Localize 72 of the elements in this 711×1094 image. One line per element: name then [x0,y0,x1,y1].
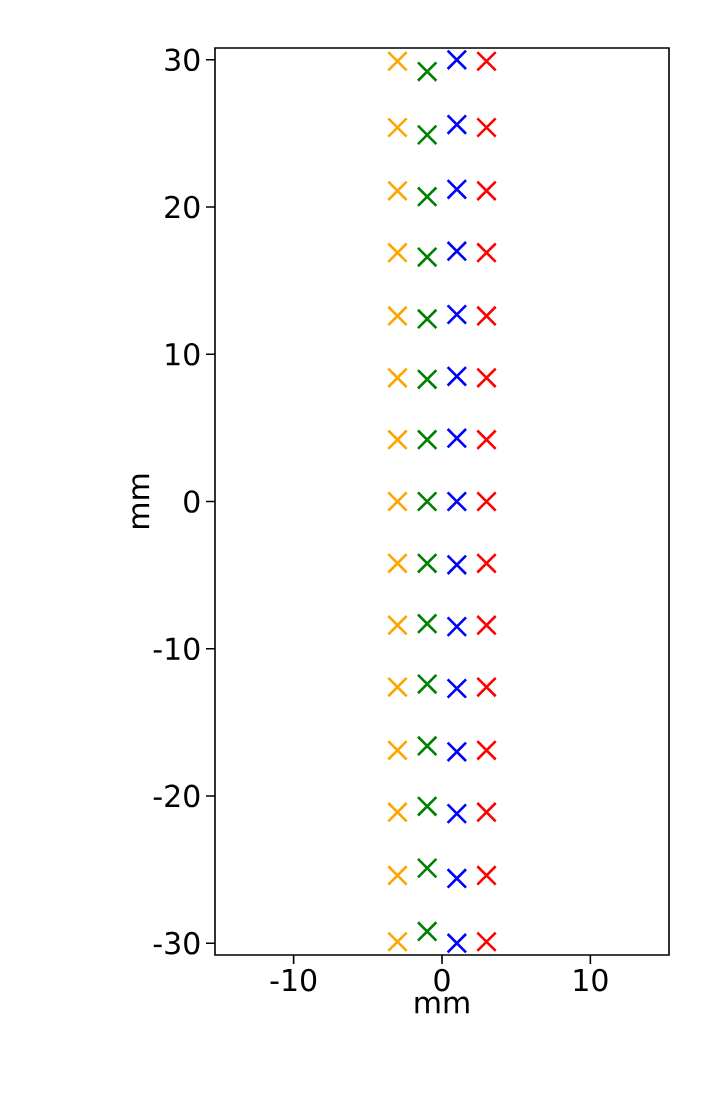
point [476,931,497,953]
point [416,124,438,146]
y-tick-label: -20 [153,784,200,808]
point [476,864,497,886]
point [476,305,497,327]
point [387,676,408,698]
point [446,741,468,763]
point [387,552,408,574]
point [416,735,438,757]
y-tick-label: -10 [153,637,200,661]
point [476,117,497,138]
y-tick-label: 20 [165,195,200,219]
point [446,932,468,954]
point [476,676,497,698]
point [416,857,438,879]
y-tick-label: 30 [165,48,200,72]
point [446,867,468,889]
point [416,308,438,330]
point [416,186,438,208]
point [476,50,497,72]
point [416,368,438,390]
point [387,931,408,953]
point [416,613,438,635]
point [416,429,438,451]
x-axis-title: mm [415,996,469,1014]
point [476,367,497,389]
point [387,117,408,138]
point [416,246,438,268]
point [476,552,497,574]
point [446,178,468,200]
x-tick-label: 10 [574,968,608,992]
point [387,739,408,761]
point [416,61,438,83]
point [476,242,497,264]
y-tick-label: 10 [166,342,200,366]
point [446,365,468,387]
point [476,801,497,823]
point [387,429,408,451]
point [387,242,408,264]
x-tick-label: -10 [270,968,317,992]
point [476,614,497,636]
point [387,801,408,823]
point [416,673,438,695]
point [446,304,468,325]
point [387,50,408,72]
point [476,180,497,202]
point [416,552,438,574]
point [446,803,468,825]
point [446,49,468,71]
point [446,114,468,136]
point [387,614,408,636]
point [446,554,468,576]
point [416,491,438,512]
point [446,616,468,638]
point [446,678,468,699]
point [416,795,438,817]
point [446,240,468,262]
point [387,180,408,202]
point [387,305,408,327]
y-tick-label: 0 [184,490,200,513]
x-tick-label: 0 [434,968,450,992]
point [476,739,497,761]
point [416,920,438,942]
point [476,491,497,512]
point [387,491,408,512]
point [387,864,408,886]
point [387,367,408,389]
point [476,429,497,451]
y-tick-label: -30 [153,931,200,955]
point [446,491,468,512]
y-axis-title: mm [132,474,150,528]
point [446,427,468,449]
